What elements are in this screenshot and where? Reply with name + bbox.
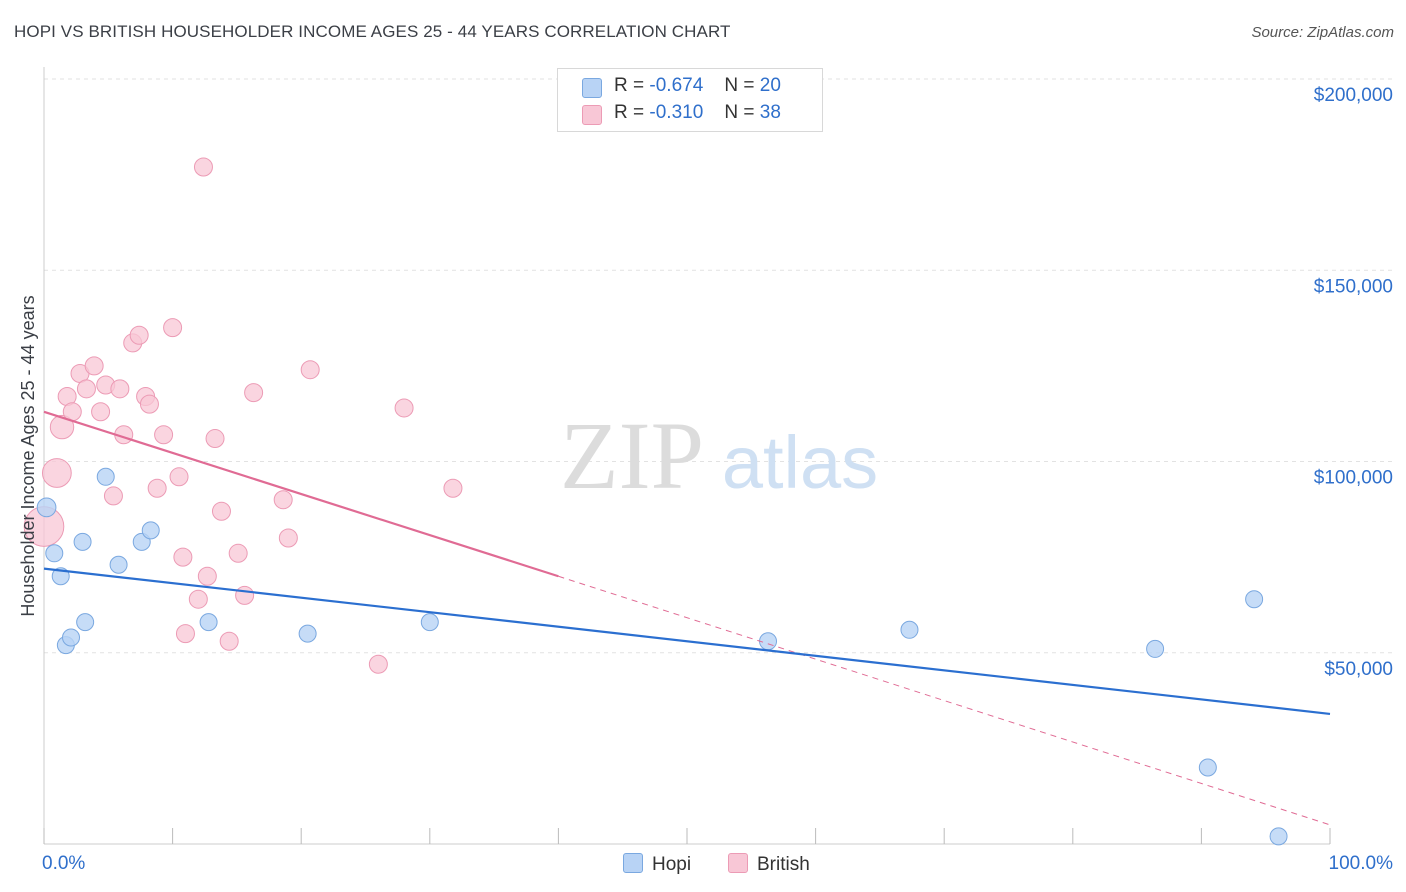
axes xyxy=(43,67,1331,845)
x-tick-label-min: 0.0% xyxy=(42,853,85,874)
british-point xyxy=(368,654,388,674)
british-point xyxy=(278,528,298,548)
british-point xyxy=(228,543,248,563)
british-point xyxy=(300,360,320,380)
y-tick-label: $100,000 xyxy=(1314,468,1393,489)
british-point xyxy=(443,478,463,498)
source-label: Source: ZipAtlas.com xyxy=(1251,24,1394,41)
british-point xyxy=(91,402,111,422)
series-legend-british: British xyxy=(728,853,810,876)
hopi-point xyxy=(45,544,64,563)
hopi-point xyxy=(1146,639,1165,658)
british-point xyxy=(163,318,183,338)
british-point xyxy=(273,490,293,510)
y-axis-title: Householder Income Ages 25 - 44 years xyxy=(18,295,38,616)
british-point xyxy=(197,566,217,586)
british-point xyxy=(188,589,208,609)
hopi-r-value: -0.674 xyxy=(649,75,704,96)
british-legend-swatch xyxy=(728,853,748,873)
british-point xyxy=(211,501,231,521)
british-r-label: R = xyxy=(614,102,645,123)
hopi-point xyxy=(1245,590,1264,609)
british-legend-label: British xyxy=(757,854,810,875)
series-legend-hopi: Hopi xyxy=(623,853,691,876)
hopi-swatch xyxy=(582,78,602,98)
british-point xyxy=(205,429,225,449)
trend-lines xyxy=(43,410,1331,826)
hopi-points xyxy=(36,467,1288,846)
y-tick-label: $150,000 xyxy=(1314,276,1393,297)
correlation-legend: R = -0.674 N = 20 R = -0.310 N = 38 xyxy=(557,68,823,132)
watermark: ZIP atlas xyxy=(560,402,878,509)
british-trend-line xyxy=(43,410,559,578)
hopi-n-value: 20 xyxy=(759,75,781,96)
british-point xyxy=(193,157,213,177)
british-n-value: 38 xyxy=(759,102,781,123)
british-point xyxy=(154,425,174,445)
gridlines xyxy=(44,78,1395,654)
hopi-r-label: R = xyxy=(614,75,645,96)
hopi-point xyxy=(900,620,919,639)
british-point xyxy=(173,547,193,567)
british-point xyxy=(49,414,75,440)
hopi-trend-line xyxy=(43,567,1331,716)
british-swatch xyxy=(582,105,602,125)
hopi-legend-swatch xyxy=(623,853,643,873)
axis-labels: $50,000 $100,000 $150,000 $200,000 0.0% 100.0… xyxy=(18,85,1393,874)
hopi-point xyxy=(141,521,160,540)
british-point xyxy=(76,379,96,399)
hopi-point xyxy=(759,632,778,651)
british-point xyxy=(394,398,414,418)
british-point xyxy=(235,585,255,605)
british-trend-extension xyxy=(558,575,1331,826)
british-point xyxy=(139,394,159,414)
hopi-point xyxy=(36,497,57,518)
british-point xyxy=(147,478,167,498)
british-point xyxy=(41,458,72,488)
hopi-legend-label: Hopi xyxy=(652,854,692,875)
hopi-point xyxy=(420,613,439,632)
british-point xyxy=(169,467,189,487)
hopi-point xyxy=(298,624,317,643)
british-point xyxy=(129,325,149,345)
hopi-n-label: N = xyxy=(724,75,755,96)
hopi-point xyxy=(199,613,218,632)
hopi-point xyxy=(109,555,128,574)
y-tick-label: $50,000 xyxy=(1324,659,1393,680)
hopi-point xyxy=(1269,827,1288,846)
hopi-point xyxy=(62,628,81,647)
hopi-point xyxy=(73,532,92,551)
british-r-value: -0.310 xyxy=(649,102,704,123)
british-point xyxy=(175,624,195,644)
watermark-zip: ZIP xyxy=(560,402,704,509)
hopi-point xyxy=(76,613,95,632)
british-n-label: N = xyxy=(724,102,755,123)
hopi-point xyxy=(1198,758,1217,777)
hopi-point xyxy=(96,467,115,486)
british-points xyxy=(23,157,463,674)
x-tick-label-max: 100.0% xyxy=(1329,853,1394,874)
british-point xyxy=(110,379,130,399)
watermark-atlas: atlas xyxy=(722,421,878,504)
british-point xyxy=(103,486,123,506)
y-tick-label: $200,000 xyxy=(1314,85,1393,106)
british-point xyxy=(219,631,239,651)
british-point xyxy=(244,383,264,403)
chart-title: HOPI VS BRITISH HOUSEHOLDER INCOME AGES … xyxy=(14,22,731,41)
british-point xyxy=(84,356,104,376)
